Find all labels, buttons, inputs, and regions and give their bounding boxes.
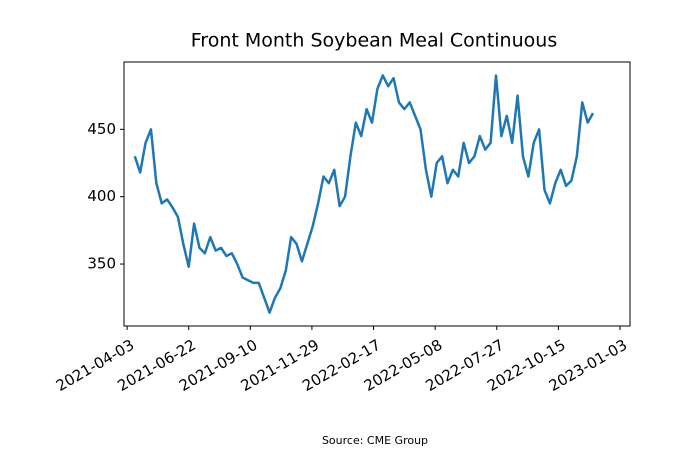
plot-frame <box>123 61 631 327</box>
y-tick-label: 450 <box>87 120 116 138</box>
source-note: Source: CME Group <box>322 434 428 447</box>
line-series <box>133 74 595 314</box>
chart-title: Front Month Soybean Meal Continuous <box>191 30 557 52</box>
y-tick-label: 350 <box>87 255 116 273</box>
y-tick-label: 400 <box>87 187 116 205</box>
